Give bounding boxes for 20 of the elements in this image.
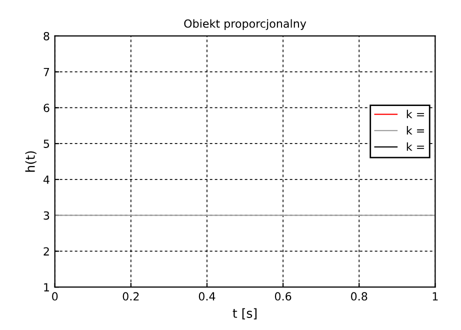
y-tick-label: 1 <box>44 283 49 292</box>
x-axis-title: t [s] <box>232 308 257 320</box>
legend-label: k = <box>406 126 424 134</box>
legend-label: k = <box>406 110 424 118</box>
y-tick-label: 8 <box>44 32 50 40</box>
x-tick-label: 0 <box>52 292 58 301</box>
y-tick-label: 2 <box>44 247 49 256</box>
x-tick-label: 1 <box>432 292 438 300</box>
y-tick-label: 3 <box>44 211 50 220</box>
y-axis-title: h(t) <box>25 151 36 172</box>
x-tick-label: 0.4 <box>198 292 216 301</box>
y-tick-label: 7 <box>44 68 50 76</box>
x-tick-label: 0.2 <box>122 292 139 301</box>
x-tick-label: 0.6 <box>274 292 292 301</box>
legend-label: k = <box>406 142 424 151</box>
y-tick-label: 6 <box>44 104 50 112</box>
chart-title: Obiekt proporcjonalny <box>184 19 306 30</box>
y-tick-label: 4 <box>43 176 50 184</box>
x-tick-label: 0.8 <box>351 292 368 301</box>
y-tick-label: 5 <box>44 140 50 148</box>
